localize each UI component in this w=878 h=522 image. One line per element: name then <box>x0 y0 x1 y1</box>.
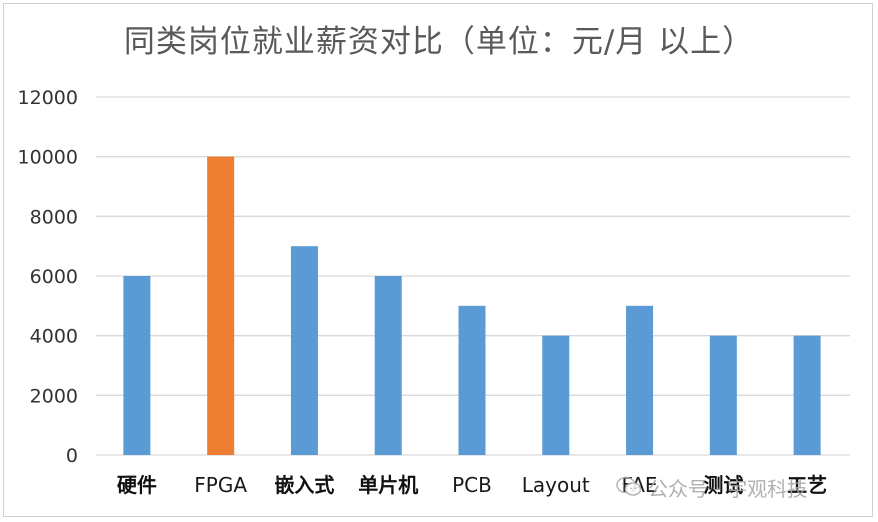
bar <box>709 335 737 455</box>
x-tick-label: 嵌入式 <box>274 473 334 497</box>
x-tick-label: Layout <box>522 473 590 497</box>
bar <box>123 276 151 455</box>
bar <box>626 305 654 455</box>
bar <box>207 156 235 455</box>
bar <box>458 305 486 455</box>
x-tick-label: 单片机 <box>358 473 418 497</box>
x-tick-label: 硬件 <box>117 473 157 497</box>
y-tick-label: 2000 <box>30 385 78 407</box>
y-tick-label: 4000 <box>30 326 78 348</box>
x-tick-label: 测试 <box>703 473 743 497</box>
chart-title: 同类岗位就业薪资对比（单位：元/月 以上） <box>123 24 755 60</box>
y-tick-label: 12000 <box>18 87 78 109</box>
watermark-text: 公众号 · 宇观科技 <box>648 476 808 501</box>
bar <box>374 276 402 455</box>
x-tick-label: 工艺 <box>787 473 827 497</box>
bar <box>290 246 318 455</box>
watermark: 公众号 · 宇观科技 <box>616 472 807 502</box>
y-tick-label: 10000 <box>18 147 78 169</box>
bar <box>793 335 821 455</box>
wechat-icon <box>616 476 642 498</box>
y-tick-label: 8000 <box>30 206 78 228</box>
bar <box>542 335 570 455</box>
y-tick-label: 6000 <box>30 266 78 288</box>
x-tick-label: FPGA <box>194 473 247 497</box>
y-tick-label: 0 <box>66 445 78 467</box>
x-tick-label: PCB <box>452 473 492 497</box>
